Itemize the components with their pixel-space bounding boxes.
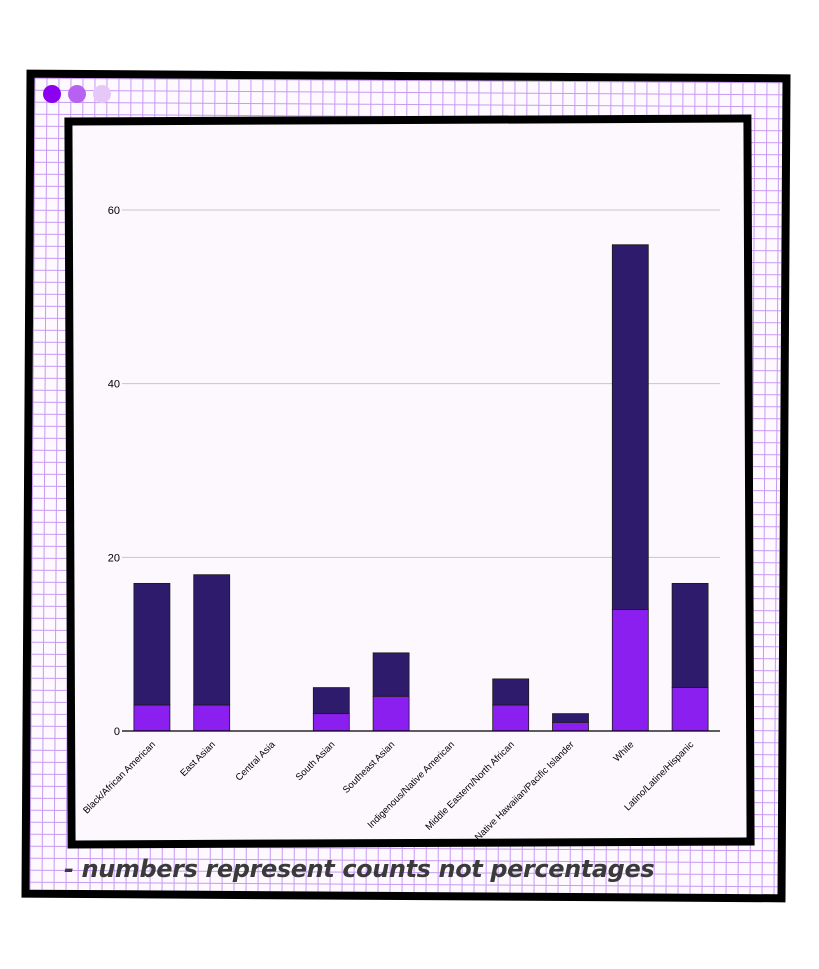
footnote: - numbers represent counts not percentag… [64,855,655,883]
bar-segment [372,695,410,732]
x-tick-label: Central Asia [234,739,279,784]
y-tick-label: 40 [108,379,120,391]
bar-segment [193,574,231,706]
bar-segment [492,678,530,706]
x-tick-label: Southeast Asian [341,739,397,795]
bar-segment [552,713,589,723]
bar-segment [133,582,171,706]
bar-segment [492,704,530,732]
bar-segment [552,721,589,732]
window-dot-dark [43,85,61,103]
bar-segment [312,713,350,732]
bar-segment [372,652,410,697]
bar-segment [133,704,171,732]
y-tick-label: 60 [108,205,120,217]
window-dot-medium [68,85,86,103]
bar-segment [611,244,649,610]
x-tick-label: White [611,739,636,764]
x-tick-label: East Asian [178,739,218,779]
y-tick-label: 0 [114,726,120,738]
bar-segment [671,687,709,732]
y-tick-label: 20 [108,552,120,564]
window-dot-light [93,85,111,103]
x-tick-label: South Asian [294,739,338,783]
bar-segment [611,609,649,732]
x-tick-label: Latino/Latine/Hispanic [622,739,696,813]
bar-segment [671,582,709,688]
x-tick-label: Black/African American [81,739,158,816]
bar-segment [312,687,350,715]
bar-segment [193,704,231,732]
x-tick-label: Native Hawaiian/Pacific Islander [473,739,577,843]
